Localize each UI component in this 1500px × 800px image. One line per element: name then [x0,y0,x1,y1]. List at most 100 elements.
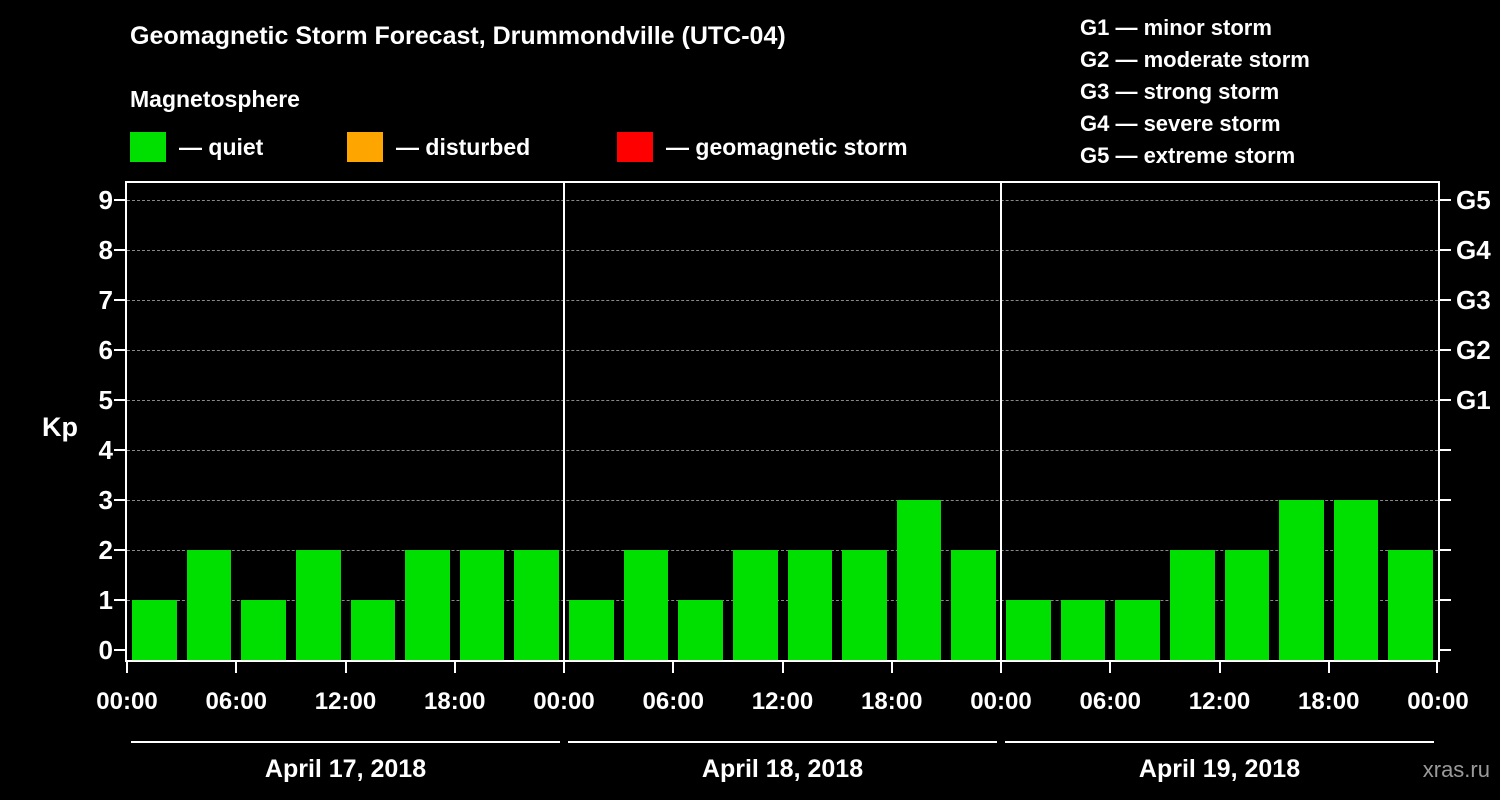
kp-gridline [127,550,1438,551]
y-axis-tick-right [1440,599,1451,601]
x-tick-label: 12:00 [314,688,377,715]
kp-bar [405,550,450,660]
kp-bar [1115,600,1160,660]
y-axis-tick-left [114,549,125,551]
x-axis-tick [1000,662,1002,673]
kp-bar [1279,500,1324,660]
kp-bar [842,550,887,660]
kp-bar [623,550,669,660]
y-tick-label: 8 [98,235,113,265]
kp-bar [350,600,396,660]
kp-bar [514,550,559,660]
x-axis-tick [1436,662,1438,673]
x-tick-label: 18:00 [1298,688,1360,715]
storm-scale-legend: G1 — minor storm G2 — moderate storm G3 … [1080,12,1310,172]
x-tick-label: 12:00 [751,688,814,715]
g-scale-tick-label: G5 [1456,185,1491,215]
kp-gridline [127,400,1438,401]
date-label-day3: April 19, 2018 [1138,755,1301,783]
chart-title: Geomagnetic Storm Forecast, Drummondvill… [130,22,786,50]
y-tick-label: 3 [98,485,113,515]
x-tick-label: 18:00 [424,688,486,715]
day-bracket-line [568,741,997,743]
disturbed-color-swatch [347,132,383,162]
y-axis-tick-right [1440,349,1451,351]
x-axis-tick [1327,662,1330,673]
kp-bar [295,550,341,660]
kp-bar [732,550,778,660]
y-axis-tick-right [1440,399,1451,401]
kp-gridline [127,500,1438,501]
g-scale-tick-label: G1 [1456,385,1491,415]
x-axis-tick [1218,662,1221,673]
x-axis-tick [344,662,347,673]
y-axis-tick-left [114,199,125,201]
y-tick-label: 2 [98,535,113,565]
watermark: xras.ru [1422,757,1490,782]
day-separator [563,183,565,660]
g-scale-tick-label: G2 [1456,335,1491,365]
date-label-day2: April 18, 2018 [701,755,864,783]
x-axis-tick [453,662,456,673]
y-tick-label: 0 [98,635,113,665]
kp-gridline [127,250,1438,251]
x-tick-label: 00:00 [970,688,1032,715]
kp-gridline [127,450,1438,451]
legend-item-disturbed: — disturbed [347,131,530,163]
day-separator [1000,183,1002,660]
kp-bar [459,550,505,660]
kp-bar [1333,500,1379,660]
storm-scale-item-g3: G3 — strong storm [1080,79,1280,104]
storm-scale-item-g5: G5 — extreme storm [1080,143,1296,168]
storm-label: — geomagnetic storm [666,133,908,160]
y-axis-tick-right [1440,549,1451,551]
y-tick-label: 6 [98,335,113,365]
date-label-day1: April 17, 2018 [264,755,427,783]
x-axis-tick [672,662,675,673]
y-axis-title: Kp [42,412,78,442]
kp-bar [896,500,942,660]
day-bracket-line [131,741,560,743]
x-axis-tick [563,662,565,673]
y-tick-label: 1 [98,585,113,615]
y-axis-tick-right [1440,299,1451,301]
y-axis-tick-left [114,249,125,251]
y-tick-label: 9 [98,185,113,215]
y-tick-label: 4 [98,435,113,465]
g-scale-tick-label: G3 [1456,285,1491,315]
disturbed-label: — disturbed [396,133,531,160]
kp-gridline [127,300,1438,301]
y-axis-tick-right [1440,499,1451,501]
y-axis-tick-right [1440,199,1451,201]
storm-scale-item-g2: G2 — moderate storm [1080,47,1310,72]
storm-color-swatch [617,132,653,162]
y-axis-tick-right [1440,249,1451,251]
quiet-color-swatch [130,132,166,162]
legend-item-quiet: — quiet [130,131,263,163]
storm-scale-item-g1: G1 — minor storm [1080,15,1272,40]
x-tick-label: 06:00 [1079,688,1141,715]
y-axis-tick-left [114,349,125,351]
storm-scale-item-g4: G4 — severe storm [1080,111,1281,136]
kp-bar [1006,600,1051,660]
x-tick-label: 00:00 [1407,688,1469,715]
y-tick-label: 5 [98,385,113,415]
kp-gridline [127,600,1438,601]
kp-bar [132,600,177,660]
x-axis-tick [126,662,128,673]
x-tick-label: 06:00 [642,688,704,715]
y-axis-tick-left [114,499,125,501]
kp-bar [787,550,833,660]
x-tick-label: 18:00 [861,688,923,715]
kp-bar [1388,550,1433,660]
y-axis-tick-right [1440,449,1451,451]
kp-bar [186,550,232,660]
kp-bar [1060,600,1106,660]
legend-item-storm: — geomagnetic storm [617,131,908,163]
kp-gridline [127,200,1438,201]
x-axis-tick [890,662,893,673]
x-tick-label: 00:00 [96,688,158,715]
x-axis-tick [1109,662,1112,673]
y-tick-label: 7 [98,285,113,315]
